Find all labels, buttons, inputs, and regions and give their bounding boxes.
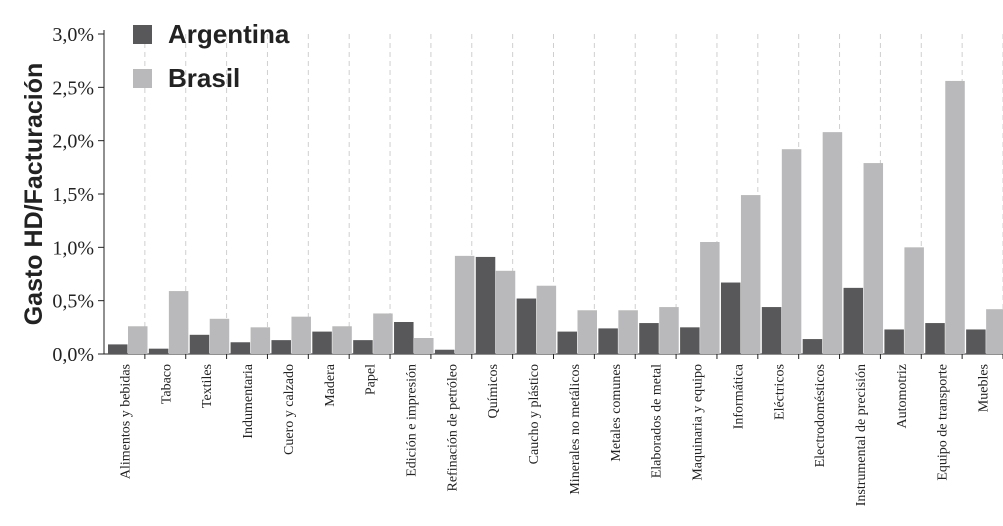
bar-brasil-quimicos <box>495 270 516 354</box>
bar-argentina-quimicos <box>475 256 496 354</box>
bar-brasil-electrodomesticos <box>822 132 843 354</box>
bar-argentina-alimentos-y-bebidas <box>108 344 128 354</box>
y-tick-label: 1,5% <box>52 184 94 206</box>
bar-brasil-papel <box>373 313 393 354</box>
bar-brasil-minerales-no-metalicos <box>577 310 597 354</box>
bar-argentina-maquinaria-y-equipo <box>680 327 700 354</box>
bar-brasil-madera <box>332 326 352 354</box>
bar-brasil-maquinaria-y-equipo <box>700 242 720 354</box>
bar-argentina-minerales-no-metalicos <box>557 331 577 354</box>
y-tick-label: 3,0% <box>52 24 94 46</box>
bar-argentina-refinacion-de-petroleo <box>434 349 455 354</box>
x-tick-label: Maquinaria y equipo <box>691 364 706 481</box>
x-tick-label: Informática <box>731 363 746 429</box>
bar-argentina-electrodomesticos <box>802 339 823 354</box>
legend-swatch-brasil <box>133 68 152 88</box>
y-tick-label: 2,5% <box>52 77 94 99</box>
x-tick-label: Edición e impresión <box>404 364 419 477</box>
bar-brasil-caucho-y-plastico <box>536 285 557 354</box>
x-tick-label: Tabaco <box>159 364 174 404</box>
bar-argentina-metales-comunes <box>598 328 618 354</box>
bar-brasil-metales-comunes <box>618 310 638 354</box>
legend-item-argentina: Argentina <box>133 12 289 56</box>
bar-argentina-tabaco <box>148 348 169 354</box>
bar-argentina-equipo-de-transporte <box>925 323 945 354</box>
bar-brasil-automotriz <box>904 247 924 354</box>
x-tick-label: Eléctricos <box>772 364 787 420</box>
x-tick-label: Automotriz <box>895 364 910 429</box>
x-tick-label: Alimentos y bebidas <box>118 364 133 479</box>
bar-brasil-textiles <box>209 318 230 354</box>
bar-brasil-instrumental-de-precision <box>863 163 884 354</box>
bar-argentina-muebles <box>966 329 986 354</box>
y-tick-label: 2,0% <box>52 131 94 153</box>
bar-brasil-equipo-de-transporte <box>945 80 965 354</box>
y-tick-label: 1,0% <box>52 237 94 259</box>
bar-argentina-textiles <box>189 334 210 354</box>
bar-argentina-madera <box>312 331 332 354</box>
bar-argentina-edicion-e-impresion <box>394 322 414 354</box>
x-tick-label: Metales comunes <box>609 364 624 462</box>
x-tick-label: Instrumental de precisión <box>854 364 869 506</box>
bar-argentina-instrumental-de-precision <box>843 287 864 354</box>
legend-swatch-argentina <box>133 24 152 44</box>
legend: Argentina Brasil <box>133 12 289 100</box>
y-axis-title: Gasto HD/Facturación <box>20 63 48 326</box>
bar-argentina-papel <box>353 340 373 354</box>
legend-label-brasil: Brasil <box>168 62 241 93</box>
bar-argentina-informatica <box>720 282 741 354</box>
legend-item-brasil: Brasil <box>133 56 289 100</box>
bar-brasil-refinacion-de-petroleo <box>454 255 475 354</box>
bar-brasil-indumentaria <box>250 327 271 354</box>
bar-brasil-muebles <box>986 309 1003 354</box>
y-tick-label: 0,0% <box>52 344 94 366</box>
legend-label-argentina: Argentina <box>168 18 290 49</box>
x-tick-label: Muebles <box>977 364 992 412</box>
x-tick-label: Minerales no metálicos <box>568 364 583 495</box>
bar-argentina-cuero-y-calzado <box>271 340 291 354</box>
bar-argentina-electricos <box>761 307 782 354</box>
x-tick-label: Refinación de petróleo <box>445 364 460 492</box>
x-tick-label: Madera <box>323 363 338 407</box>
bar-brasil-tabaco <box>168 291 189 354</box>
x-tick-label: Cuero y calzado <box>282 364 297 455</box>
x-tick-label: Químicos <box>486 364 501 418</box>
bar-brasil-electricos <box>781 149 802 354</box>
bar-brasil-alimentos-y-bebidas <box>128 326 148 354</box>
x-tick-label: Papel <box>364 364 379 395</box>
bar-argentina-automotriz <box>884 329 904 354</box>
bar-argentina-elaborados-de-metal <box>639 323 659 354</box>
x-tick-label: Equipo de transporte <box>936 364 951 481</box>
x-tick-label: Textiles <box>200 364 215 408</box>
bar-brasil-edicion-e-impresion <box>414 338 434 354</box>
bar-brasil-elaborados-de-metal <box>659 307 679 354</box>
bar-argentina-indumentaria <box>230 342 251 354</box>
bar-brasil-cuero-y-calzado <box>291 316 311 354</box>
x-tick-label: Caucho y plástico <box>527 364 542 464</box>
x-tick-label: Elaborados de metal <box>650 364 665 478</box>
y-tick-label: 0,5% <box>52 291 94 313</box>
bar-argentina-caucho-y-plastico <box>516 298 537 354</box>
x-tick-label: Electrodomésticos <box>813 364 828 467</box>
x-tick-label: Indumentaria <box>241 363 256 438</box>
bar-brasil-informatica <box>740 195 761 354</box>
